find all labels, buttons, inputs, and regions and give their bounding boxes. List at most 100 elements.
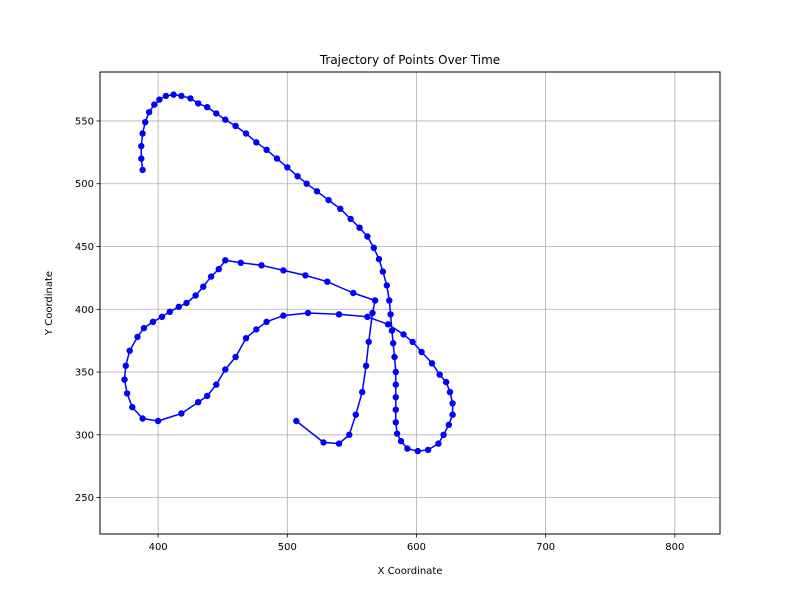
x-tick-label: 400 — [149, 542, 168, 553]
y-tick-label: 250 — [75, 493, 94, 504]
trajectory-point — [195, 399, 202, 406]
trajectory-point — [138, 142, 145, 150]
trajectory-point — [304, 309, 312, 317]
chart-title: Trajectory of Points Over Time — [319, 53, 500, 67]
trajectory-point — [175, 303, 182, 310]
trajectory-point — [325, 196, 332, 204]
trajectory-point — [335, 311, 343, 318]
trajectory-point — [258, 262, 265, 269]
trajectory-point — [166, 308, 173, 315]
y-tick-label: 450 — [75, 242, 94, 253]
trajectory-point — [337, 205, 344, 212]
trajectory-point — [213, 381, 220, 388]
trajectory-point — [154, 417, 162, 425]
x-tick-label: 500 — [278, 542, 297, 553]
trajectory-point — [390, 340, 397, 347]
trajectory-point — [324, 278, 331, 285]
y-tick-label: 550 — [75, 116, 94, 127]
trajectory-point — [280, 267, 287, 274]
trajectory-point — [320, 439, 327, 446]
trajectory-point — [145, 109, 153, 116]
trajectory-point — [446, 388, 454, 396]
trajectory-point — [151, 101, 158, 108]
trajectory-point — [294, 173, 301, 180]
trajectory-point — [204, 392, 211, 400]
trajectory-point — [129, 404, 136, 411]
trajectory-point — [142, 119, 149, 126]
trajectory-point — [192, 292, 199, 299]
trajectory-point — [293, 417, 300, 425]
trajectory-point — [383, 282, 390, 289]
trajectory-point — [409, 338, 416, 346]
trajectory-point — [443, 378, 450, 386]
trajectory-point — [232, 353, 239, 361]
trajectory-point — [187, 95, 194, 102]
trajectory-point — [156, 96, 163, 103]
trajectory-point — [139, 415, 146, 422]
trajectory-point — [435, 440, 442, 447]
trajectory-point — [392, 406, 399, 413]
trajectory-point — [237, 259, 244, 266]
trajectory-point — [404, 445, 411, 452]
trajectory-point — [387, 311, 394, 318]
y-tick-label: 500 — [75, 179, 94, 190]
trajectory-point — [350, 289, 357, 297]
trajectory-point — [347, 215, 354, 223]
trajectory-point — [253, 139, 260, 146]
trajectory-point — [303, 180, 310, 187]
trajectory-point — [379, 268, 387, 275]
trajectory-point — [302, 272, 309, 279]
trajectory-point — [140, 324, 148, 332]
trajectory-point — [369, 309, 376, 317]
trajectory-point — [449, 400, 456, 407]
trajectory-point — [428, 360, 436, 367]
trajectory-point — [364, 313, 371, 320]
trajectory-point — [440, 431, 447, 438]
x-axis-label: X Coordinate — [378, 566, 443, 577]
trajectory-point — [356, 224, 363, 231]
grid — [100, 72, 720, 534]
trajectory-point — [352, 411, 359, 418]
trajectory-point — [386, 297, 393, 304]
trajectory-point — [414, 447, 421, 455]
trajectory-point — [123, 390, 131, 397]
trajectory-point — [280, 312, 287, 319]
y-tick-label: 300 — [75, 430, 94, 441]
trajectory-point — [362, 362, 370, 369]
trajectory-point — [346, 431, 353, 438]
x-tick-label: 700 — [536, 542, 555, 553]
trajectory-point — [384, 321, 392, 328]
trajectory-point — [392, 368, 399, 376]
trajectory-point — [436, 371, 443, 378]
trajectory-point — [158, 313, 166, 320]
trajectory-point — [200, 283, 207, 290]
trajectory-point — [222, 366, 229, 373]
trajectory-point — [222, 257, 229, 264]
trajectory-point — [375, 255, 383, 263]
y-tick-label: 350 — [75, 368, 94, 379]
trajectory-point — [371, 297, 379, 304]
trajectory-point — [121, 376, 128, 383]
x-tick-label: 600 — [407, 542, 426, 553]
trajectory-point — [242, 335, 250, 342]
trajectory-point — [284, 164, 291, 171]
trajectory-point — [242, 130, 250, 137]
trajectory-point — [418, 348, 425, 356]
trajectory-point — [424, 446, 432, 454]
y-tick-label: 400 — [75, 305, 94, 316]
trajectory-point — [392, 394, 399, 401]
trajectory-point — [139, 166, 146, 174]
trajectory-point — [139, 130, 146, 137]
trajectory-point — [178, 92, 185, 100]
trajectory-point — [263, 318, 270, 325]
plot-area — [100, 72, 720, 534]
trajectory-point — [122, 362, 129, 369]
trajectory-point — [313, 188, 321, 195]
trajectory-point — [449, 411, 456, 418]
plot-frame — [99, 71, 721, 535]
trajectory-point — [134, 333, 141, 341]
trajectory-point — [365, 338, 372, 346]
trajectory-point — [392, 381, 399, 388]
trajectory-point — [215, 265, 222, 273]
